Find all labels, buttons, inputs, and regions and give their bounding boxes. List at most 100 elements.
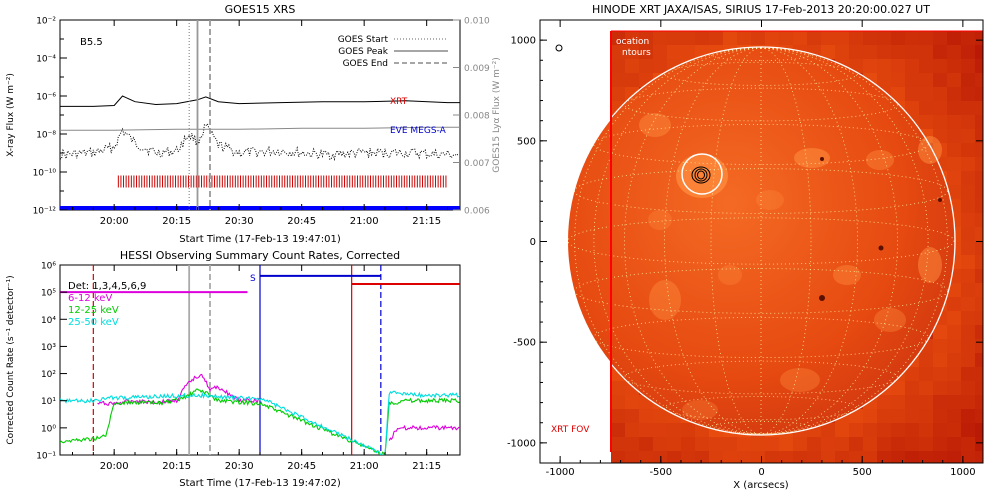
corona-tile [835, 451, 849, 463]
corona-tile [639, 451, 653, 463]
hessi-x-label: Start Time (17-Feb-13 19:47:02) [179, 478, 341, 489]
corona-tile [975, 367, 983, 381]
goes-marks [60, 20, 460, 210]
corona-tile [625, 423, 639, 437]
corona-tile [975, 59, 983, 73]
corona-tile [793, 31, 807, 45]
corona-tile [891, 409, 905, 423]
corona-tile [695, 437, 709, 451]
corona-tile [877, 73, 891, 87]
corona-tile [919, 59, 933, 73]
corona-tile [947, 115, 961, 129]
xrt-y-tick-label: 0 [530, 237, 536, 248]
solar-limb [566, 46, 956, 436]
hessi-y-tick-label: 10² [41, 370, 56, 380]
corona-tile [639, 409, 653, 423]
goes-x-tick-label: 20:30 [225, 216, 254, 227]
corona-tile [961, 213, 975, 227]
goes-title: GOES15 XRS [225, 3, 296, 16]
goes-y2-tick-label: 0.009 [464, 64, 490, 74]
corona-tile [947, 381, 961, 395]
corona-tile [961, 395, 975, 409]
corona-tile [975, 101, 983, 115]
xrt-y-tick-label: -500 [513, 338, 536, 349]
xrt-x-label: X (arcsecs) [733, 480, 789, 491]
corona-tile [905, 423, 919, 437]
hessi-panel: HESSI Observing Summary Count Rates, Cor… [6, 249, 461, 489]
bright-region [676, 154, 728, 198]
corona-tile [639, 59, 653, 73]
goes-plot-frame [59, 19, 461, 211]
corona-tile [723, 451, 737, 463]
corona-tile [779, 31, 793, 45]
corona-tile [947, 101, 961, 115]
longitude-line [593, 47, 762, 435]
corona-tile [933, 45, 947, 59]
corona-tile [639, 31, 653, 45]
corona-tile [611, 451, 625, 463]
corona-tile [877, 409, 891, 423]
heliographic-grid [567, 47, 955, 435]
corona-tile [891, 381, 905, 395]
corona-tile [667, 451, 681, 463]
corona-tile [975, 227, 983, 241]
corona-tile [835, 45, 849, 59]
bright-region [682, 400, 718, 420]
corona-tile [611, 59, 625, 73]
corona-tile [961, 143, 975, 157]
corona-tile [933, 353, 947, 367]
corona-tile [975, 157, 983, 171]
corona-tile [877, 451, 891, 463]
corona-tile [961, 185, 975, 199]
corona-tile [947, 171, 961, 185]
corona-tile [849, 437, 863, 451]
corona-tile [625, 395, 639, 409]
xrt-title: HINODE XRT JAXA/ISAS, SIRIUS 17-Feb-2013… [592, 3, 930, 16]
corona-tile [793, 437, 807, 451]
corona-tile [919, 437, 933, 451]
corona-tile [695, 451, 709, 463]
corona-tile [835, 31, 849, 45]
goes-y-label: X-ray Flux (W m⁻²) [6, 73, 16, 157]
corona-tile [891, 45, 905, 59]
corona-tile [961, 157, 975, 171]
goes-x-label: Start Time (17-Feb-13 19:47:01) [179, 234, 341, 245]
corona-tile [919, 395, 933, 409]
flare-contour-2 [694, 168, 708, 182]
corona-tile [961, 129, 975, 143]
bright-region [648, 210, 672, 230]
goes-y-tick-label: 10⁻⁶ [36, 93, 56, 103]
corona-tile [919, 367, 933, 381]
corona-tile [975, 73, 983, 87]
corona-tile [653, 409, 667, 423]
corona-tile [947, 129, 961, 143]
corona-tile [919, 45, 933, 59]
corona-tile [975, 325, 983, 339]
hessi-y-label: Corrected Count Rate (s⁻¹ detector⁻¹) [6, 275, 16, 444]
corona-tile [891, 395, 905, 409]
corona-tile [765, 437, 779, 451]
xrt-x-tick-label: -1000 [546, 467, 575, 478]
corona-tile [975, 241, 983, 255]
corona-tile [919, 381, 933, 395]
corona-tile [611, 73, 625, 87]
corona-tile [709, 451, 723, 463]
corona-tile [625, 45, 639, 59]
goes-y2-tick-label: 0.007 [464, 159, 490, 169]
xrt-y-tick-label: -1000 [507, 438, 536, 449]
corona-tile [905, 87, 919, 101]
xrt-fov-label: XRT FOV [551, 425, 590, 435]
corona-tile [961, 227, 975, 241]
corona-tile [863, 45, 877, 59]
corona-tile [961, 423, 975, 437]
corona-tile [947, 185, 961, 199]
xrt-x-tick-label: 0 [758, 467, 764, 478]
hessi-x-tick-label: 20:30 [225, 461, 254, 472]
dark-spot [878, 245, 884, 251]
xrt-image-panel: HINODE XRT JAXA/ISAS, SIRIUS 17-Feb-2013… [507, 3, 984, 491]
corona-tile [625, 409, 639, 423]
corona-tile [919, 115, 933, 129]
corona-tile [695, 31, 709, 45]
corona-tile [639, 437, 653, 451]
corona-tile [947, 311, 961, 325]
